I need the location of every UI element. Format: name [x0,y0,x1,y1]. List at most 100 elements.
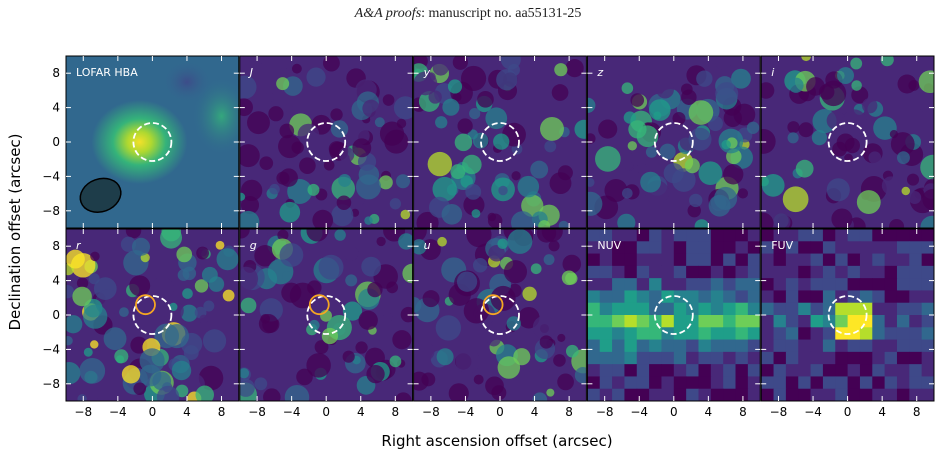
beam-ellipse [79,177,122,213]
noise-blob [239,266,259,291]
image-pixel [599,327,613,341]
image-pixel [773,265,787,279]
noise-blob [539,335,553,349]
image-pixel [612,302,625,316]
image-pixel [773,364,787,377]
noise-blob [202,329,227,353]
noise-blob [416,211,439,228]
image-pixel [909,364,923,377]
noise-blob [627,141,637,151]
noise-blob [761,82,775,99]
source-position-circle [653,122,694,162]
noise-blob [254,377,268,391]
image-pixel [686,351,699,365]
noise-blob [182,288,193,299]
image-pixel [896,315,910,328]
image-pixel [661,278,675,291]
image-pixel [761,376,775,390]
noise-blob [283,159,295,170]
image-pixel [710,229,724,242]
panel-label: NUV [597,239,621,252]
image-pixel [835,339,849,353]
image-pixel [872,315,886,328]
image-pixel [859,327,873,341]
image-pixel [636,364,650,377]
noise-blob [530,263,542,275]
image-pixel [909,339,923,353]
image-pixel [587,339,601,353]
image-pixel [785,388,799,401]
x-tick-label: −8 [422,405,440,419]
noise-blob [731,68,751,89]
image-pixel [624,339,638,353]
y-tick-label: 4 [52,274,60,288]
image-pixel [835,265,849,279]
noise-blob [920,154,935,181]
noise-blob [129,275,151,297]
noise-blob [367,281,383,298]
image-pixel [785,290,799,304]
image-pixel [859,339,873,353]
noise-blob [269,183,280,195]
panel-j: J [239,55,414,229]
noise-blob [278,134,302,159]
image-pixel [872,229,886,242]
image-pixel [624,351,638,365]
noise-blob [247,111,270,135]
image-pixel [661,302,675,316]
noise-blob [323,56,340,72]
image-pixel [847,364,861,377]
x-tick-label: 8 [565,405,573,419]
image-pixel [612,388,625,401]
image-pixel [761,388,775,401]
image-pixel [747,339,761,353]
panel-lofar-hba: LOFAR HBA [65,55,240,229]
noise-blob [103,327,127,351]
image-pixel [636,339,650,353]
noise-blob [684,158,700,174]
image-pixel [710,339,724,353]
noise-blob [491,385,507,401]
x-tick-label: −8 [248,405,266,419]
noise-blob [83,347,93,357]
image-pixel [822,241,836,255]
image-pixel [599,253,613,267]
image-pixel [686,241,699,255]
noise-blob [811,129,828,146]
image-pixel [587,278,601,291]
x-tick-label: −4 [283,405,301,419]
image-pixel [761,265,775,279]
image-pixel [810,376,824,390]
noise-blob [868,151,882,165]
image-pixel [747,315,761,328]
noise-blob [707,116,723,132]
image-pixel [747,278,761,291]
noise-blob [413,239,427,255]
image-pixel [735,229,749,242]
x-tick-label: 4 [705,405,713,419]
noise-blob [570,387,587,401]
image-pixel [698,315,712,328]
image-pixel [822,351,836,365]
noise-blob [836,133,855,152]
image-pixel [785,302,799,316]
y-tick-label: −8 [42,204,60,218]
noise-blob [413,122,422,137]
image-pixel [810,351,824,365]
image-pixel [773,253,787,267]
image-pixel [872,253,886,267]
noise-blob [497,238,508,250]
noise-blob [66,315,83,334]
image-pixel [872,364,886,377]
source-position-circle [480,122,520,162]
image-pixel [921,253,935,267]
noise-blob [761,128,776,154]
image-pixel [735,278,749,291]
image-pixel [847,376,861,390]
noise-blob [343,246,359,261]
noise-blob [856,190,881,215]
image-pixel [798,253,812,267]
image-pixel [661,253,675,267]
image-pixel [921,290,935,304]
image-pixel [649,241,662,255]
